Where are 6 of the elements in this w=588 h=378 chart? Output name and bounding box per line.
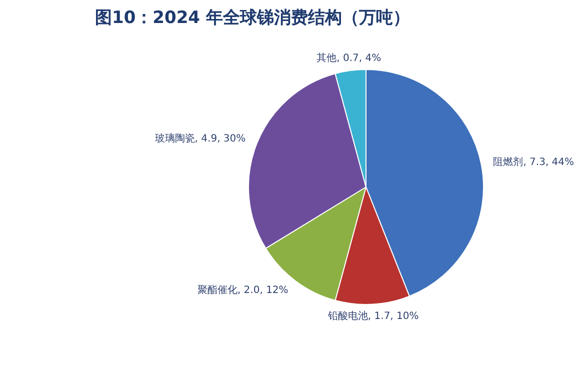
slice-label: 聚酯催化, 2.0, 12% bbox=[197, 284, 288, 296]
slice-label: 玻璃陶瓷, 4.9, 30% bbox=[154, 132, 246, 145]
slice-label: 铅酸电池, 1.7, 10% bbox=[326, 310, 419, 322]
slice-label: 阻燃剂, 7.3, 44% bbox=[493, 156, 574, 168]
slice-label: 其他, 0.7, 4% bbox=[316, 52, 382, 64]
chart-title: 图10：2024 年全球锑消费结构（万吨） bbox=[95, 7, 410, 29]
